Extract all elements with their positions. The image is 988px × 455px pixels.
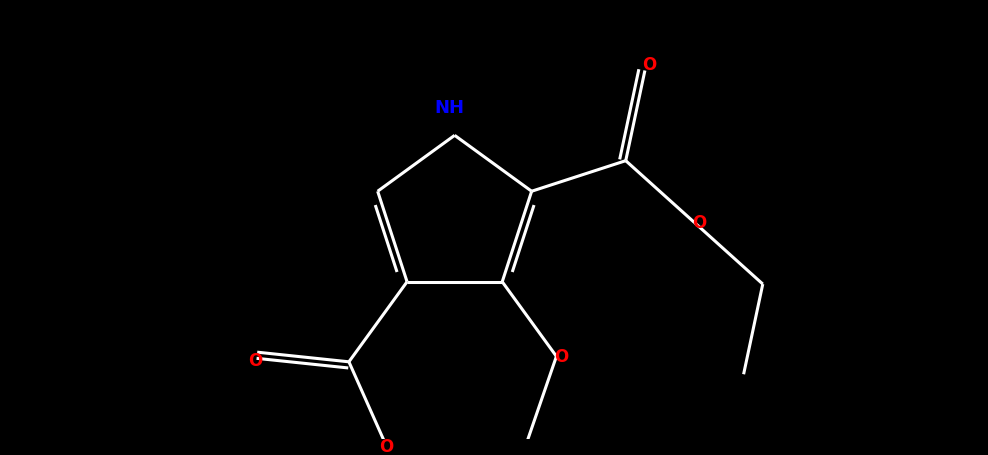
Text: O: O	[379, 437, 393, 455]
Text: O: O	[642, 56, 657, 74]
Text: O: O	[554, 348, 568, 365]
Text: O: O	[248, 351, 262, 369]
Text: NH: NH	[434, 99, 464, 117]
Text: O: O	[692, 214, 705, 232]
